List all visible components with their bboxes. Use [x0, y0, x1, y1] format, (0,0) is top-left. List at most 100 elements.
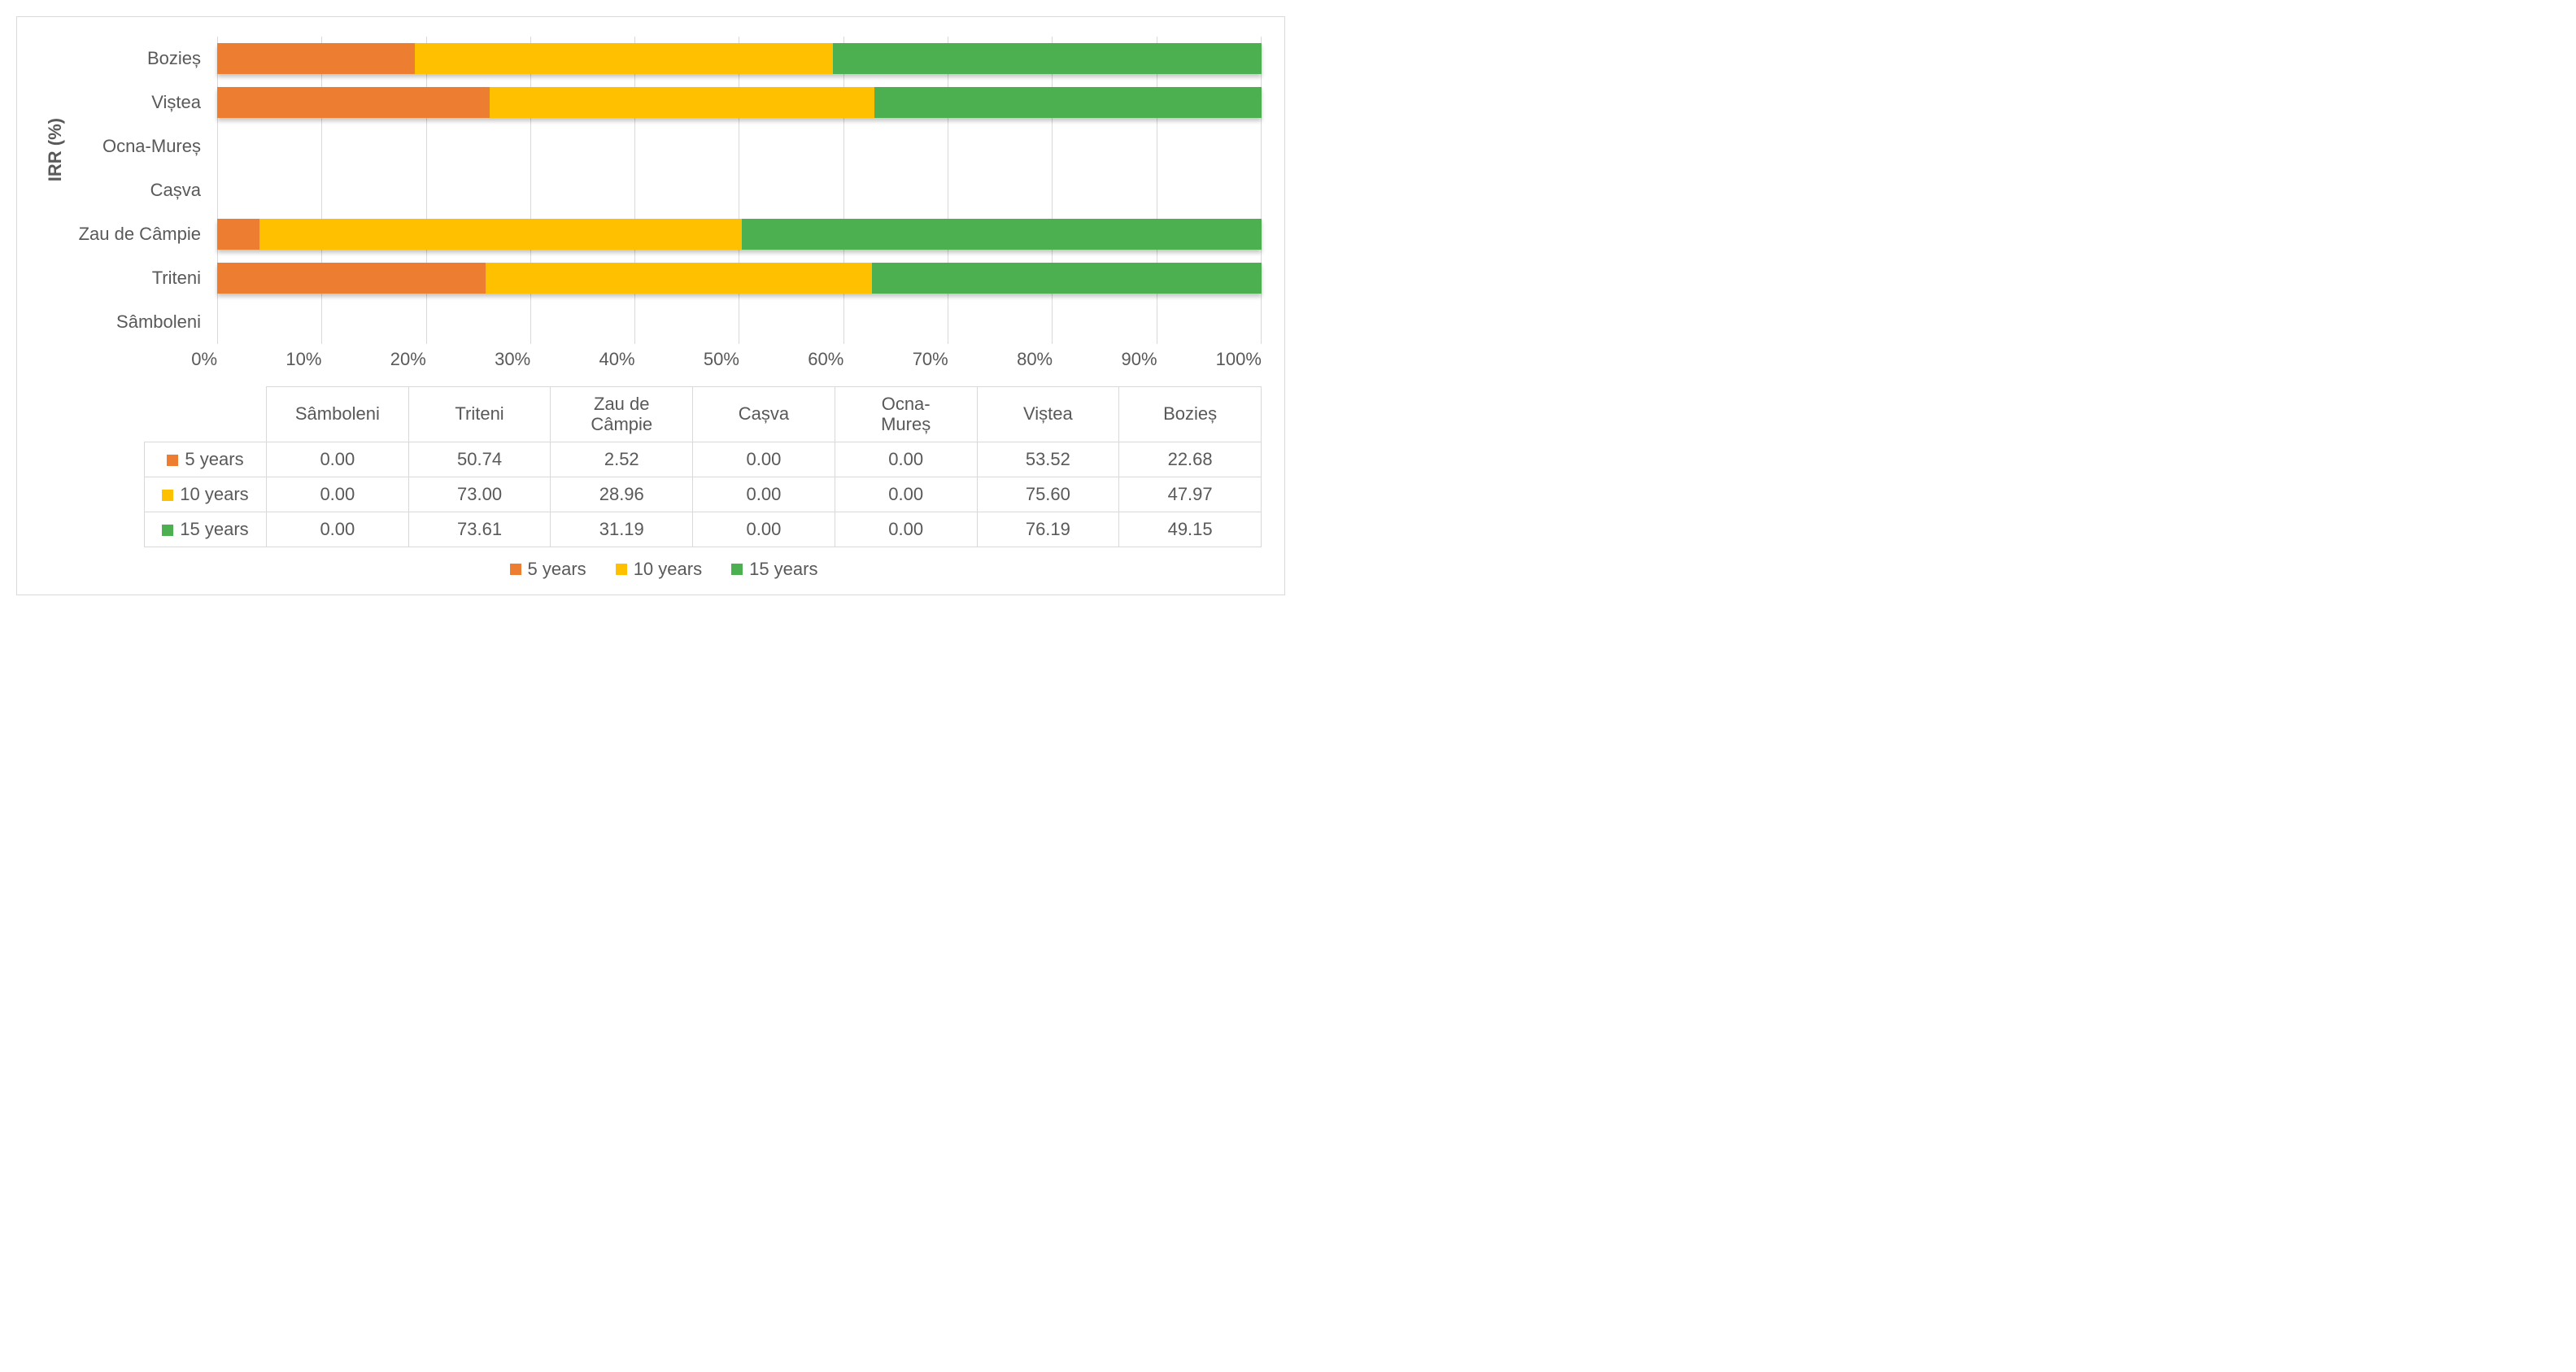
- table-column-header: Ocna-Mureș: [835, 387, 977, 442]
- bar-segment: [742, 219, 1262, 250]
- plot-area: [217, 212, 1262, 256]
- chart-container: IRR (%) BozieșVișteaOcna-MureșCașvaZau d…: [16, 16, 1285, 595]
- table-cell: 0.00: [835, 477, 977, 512]
- category-label: Triteni: [66, 268, 212, 289]
- bar-segment: [415, 43, 833, 74]
- table-row: 10 years0.0073.0028.960.000.0075.6047.97: [145, 477, 1262, 512]
- table-cell: 50.74: [408, 442, 551, 477]
- table-cell: 76.19: [977, 512, 1119, 547]
- category-label: Bozieș: [66, 48, 212, 69]
- bar-track: [217, 307, 1262, 338]
- table-cell: 0.00: [835, 512, 977, 547]
- x-tick-label: 0%: [191, 349, 217, 370]
- bar-row: Bozieș: [66, 37, 1262, 81]
- x-tick-label: 90%: [1121, 349, 1157, 370]
- table-row: 15 years0.0073.6131.190.000.0076.1949.15: [145, 512, 1262, 547]
- category-label: Ocna-Mureș: [66, 136, 212, 157]
- x-tick-label: 10%: [285, 349, 321, 370]
- table-row: 5 years0.0050.742.520.000.0053.5222.68: [145, 442, 1262, 477]
- legend-swatch: [731, 564, 743, 575]
- bar-track: [217, 131, 1262, 162]
- legend-item: 15 years: [731, 559, 817, 580]
- bar-segment: [217, 87, 490, 118]
- x-tick-label: 70%: [913, 349, 948, 370]
- table-row: SâmboleniTriteniZau deCâmpieCașvaOcna-Mu…: [145, 387, 1262, 442]
- plot-area: [217, 124, 1262, 168]
- table-cell: 73.00: [408, 477, 551, 512]
- table-cell: 2.52: [551, 442, 693, 477]
- table-cell: 0.00: [693, 512, 835, 547]
- legend-swatch: [510, 564, 521, 575]
- x-tick-label: 20%: [390, 349, 426, 370]
- x-tick-label: 30%: [495, 349, 530, 370]
- bar-segment: [872, 263, 1262, 294]
- plot-block: BozieșVișteaOcna-MureșCașvaZau de Câmpie…: [66, 37, 1262, 580]
- legend-item: 5 years: [510, 559, 586, 580]
- table-cell: 0.00: [835, 442, 977, 477]
- table-cell: 22.68: [1119, 442, 1262, 477]
- category-label: Viștea: [66, 92, 212, 113]
- plot-area: [217, 81, 1262, 124]
- x-tick-label: 50%: [704, 349, 739, 370]
- table-cell: 53.52: [977, 442, 1119, 477]
- bar-segment: [874, 87, 1262, 118]
- table-blank-cell: [145, 387, 267, 442]
- bar-segment: [217, 219, 259, 250]
- table-column-header: Zau deCâmpie: [551, 387, 693, 442]
- bar-segment: [486, 263, 872, 294]
- bars-host: Bozieș Viștea Ocna-Mureș Cașva Zau de Câmpie…: [66, 37, 1262, 344]
- y-axis-title: IRR (%): [40, 118, 66, 181]
- series-label-cell: 5 years: [145, 442, 267, 477]
- legend-swatch: [162, 490, 173, 501]
- plot-area: [217, 37, 1262, 81]
- bar-track: [217, 219, 1262, 250]
- series-label-cell: 15 years: [145, 512, 267, 547]
- bar-row: Zau de Câmpie: [66, 212, 1262, 256]
- bar-row: Triteni: [66, 256, 1262, 300]
- table-column-header: Triteni: [408, 387, 551, 442]
- table-cell: 0.00: [693, 442, 835, 477]
- table-cell: 28.96: [551, 477, 693, 512]
- bar-row: Viștea: [66, 81, 1262, 124]
- bar-track: [217, 87, 1262, 118]
- legend-label: 15 years: [749, 559, 817, 580]
- x-tick-label: 60%: [808, 349, 843, 370]
- legend-swatch: [167, 455, 178, 466]
- category-label: Sâmboleni: [66, 311, 212, 333]
- table-cell: 0.00: [267, 477, 409, 512]
- table-cell: 75.60: [977, 477, 1119, 512]
- category-label: Zau de Câmpie: [66, 224, 212, 245]
- table-cell: 47.97: [1119, 477, 1262, 512]
- plot-area: [217, 168, 1262, 212]
- legend-item: 10 years: [616, 559, 702, 580]
- legend: 5 years 10 years 15 years: [66, 559, 1262, 580]
- category-label: Cașva: [66, 180, 212, 201]
- data-table: SâmboleniTriteniZau deCâmpieCașvaOcna-Mu…: [144, 386, 1262, 547]
- x-tick-label: 100%: [1216, 349, 1262, 370]
- bar-row: Cașva: [66, 168, 1262, 212]
- table-cell: 0.00: [267, 442, 409, 477]
- table-column-header: Viștea: [977, 387, 1119, 442]
- bar-track: [217, 175, 1262, 206]
- table-cell: 31.19: [551, 512, 693, 547]
- bar-track: [217, 43, 1262, 74]
- x-tick-label: 40%: [599, 349, 635, 370]
- table-cell: 0.00: [693, 477, 835, 512]
- bar-row: Sâmboleni: [66, 300, 1262, 344]
- legend-label: 10 years: [634, 559, 702, 580]
- x-axis-ticks: 0%10%20%30%40%50%60%70%80%90%100%: [217, 344, 1262, 370]
- plot-area: [217, 300, 1262, 344]
- table-column-header: Sâmboleni: [267, 387, 409, 442]
- table-cell: 49.15: [1119, 512, 1262, 547]
- table-cell: 73.61: [408, 512, 551, 547]
- legend-label: 5 years: [528, 559, 586, 580]
- bar-segment: [490, 87, 874, 118]
- bar-segment: [833, 43, 1262, 74]
- bar-segment: [217, 263, 486, 294]
- bar-row: Ocna-Mureș: [66, 124, 1262, 168]
- x-axis-row: 0%10%20%30%40%50%60%70%80%90%100%: [66, 344, 1262, 380]
- legend-swatch: [162, 525, 173, 536]
- table-column-header: Cașva: [693, 387, 835, 442]
- table-cell: 0.00: [267, 512, 409, 547]
- legend-swatch: [616, 564, 627, 575]
